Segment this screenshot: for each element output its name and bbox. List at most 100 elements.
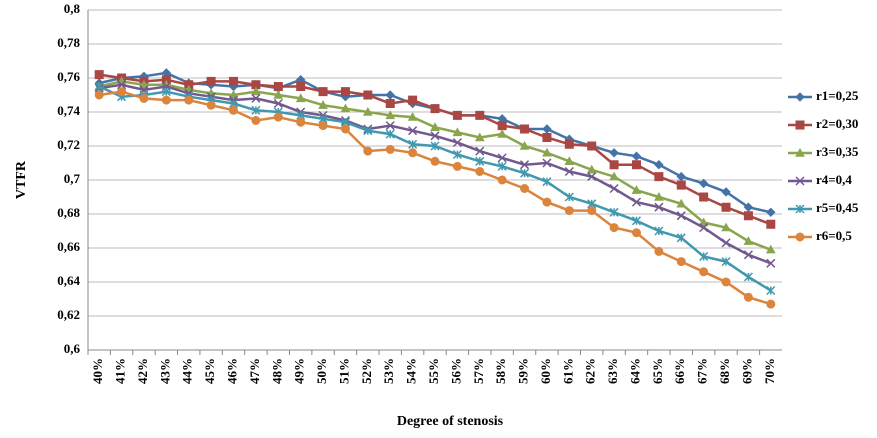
data-point (385, 90, 395, 100)
x-tick-label: 51% (336, 358, 351, 384)
data-point (654, 246, 664, 256)
data-point (475, 167, 485, 176)
data-point (340, 103, 351, 113)
data-point (520, 168, 530, 178)
data-point (385, 110, 396, 120)
data-point (743, 292, 753, 302)
data-point (766, 285, 776, 296)
data-point (587, 172, 597, 182)
data-point (452, 138, 462, 148)
data-point (721, 257, 731, 267)
data-point (273, 112, 283, 122)
data-point (699, 192, 709, 202)
data-point (408, 95, 418, 105)
data-point (654, 226, 664, 236)
data-point (251, 105, 261, 115)
data-point (721, 277, 731, 287)
data-point (94, 81, 104, 92)
x-tick-label: 59% (516, 358, 531, 384)
data-point (340, 87, 350, 97)
x-tick-label: 62% (583, 358, 598, 384)
data-point (564, 156, 575, 165)
data-point (362, 106, 373, 116)
data-point (273, 82, 283, 91)
data-point (452, 110, 462, 120)
data-point (139, 79, 149, 89)
legend-label: r6=0,5 (816, 228, 852, 243)
x-tick-label: 65% (650, 358, 665, 384)
x-tick-label: 45% (202, 358, 217, 384)
x-tick-label: 66% (672, 358, 687, 384)
data-point (631, 197, 642, 207)
data-point (251, 80, 261, 90)
data-point (206, 100, 216, 110)
y-tick-label: 0,66 (57, 239, 80, 254)
x-tick-label: 68% (717, 358, 732, 384)
data-point (542, 147, 552, 157)
x-tick-label: 55% (426, 358, 441, 384)
data-point (609, 160, 619, 170)
data-point (609, 183, 619, 194)
data-point (542, 177, 552, 187)
data-point (654, 172, 664, 182)
data-point (721, 187, 731, 197)
data-point (654, 202, 664, 212)
x-tick-label: 40% (90, 358, 105, 384)
x-tick-label: 70% (762, 358, 777, 384)
data-point (184, 80, 194, 90)
data-point (609, 223, 619, 233)
legend-marker (795, 120, 805, 130)
legend-label: r2=0,30 (816, 116, 858, 131)
data-point (430, 131, 440, 141)
data-point (452, 161, 462, 171)
data-point (587, 141, 597, 151)
data-point (631, 151, 642, 161)
x-tick-label: 56% (448, 358, 463, 384)
data-point (542, 158, 552, 168)
data-point (430, 156, 440, 166)
data-point (497, 129, 508, 138)
x-tick-label: 67% (695, 358, 710, 384)
data-point (520, 160, 530, 170)
y-tick-label: 0,76 (57, 69, 80, 84)
x-tick-label: 63% (605, 358, 620, 384)
data-point (385, 144, 395, 154)
data-point (631, 160, 641, 170)
data-point (452, 127, 463, 137)
data-point (251, 86, 261, 96)
x-tick-label: 42% (135, 358, 150, 384)
data-point (676, 211, 686, 221)
data-point (564, 139, 574, 149)
x-tick-label: 53% (381, 358, 396, 384)
data-point (631, 216, 642, 226)
data-point (318, 87, 328, 97)
data-point (117, 80, 127, 90)
data-point (676, 180, 686, 190)
x-tick-label: 69% (739, 358, 754, 384)
data-point (318, 121, 328, 131)
x-tick-label: 48% (269, 358, 284, 384)
legend-marker (795, 147, 805, 157)
legend-marker (795, 204, 805, 214)
data-point (699, 223, 709, 233)
y-tick-label: 0,74 (57, 103, 80, 118)
data-point (520, 184, 530, 193)
data-point (721, 238, 731, 248)
data-point (631, 185, 642, 194)
data-point (743, 236, 754, 245)
data-point (654, 159, 664, 170)
data-point (766, 219, 776, 229)
data-point (296, 117, 306, 127)
data-point (474, 132, 485, 142)
x-tick-label: 60% (538, 358, 553, 384)
legend-marker (795, 176, 805, 186)
data-point (117, 87, 127, 97)
data-point (430, 141, 440, 151)
x-tick-label: 54% (404, 358, 419, 384)
data-point (766, 207, 776, 218)
data-point (766, 299, 776, 309)
x-tick-label: 58% (493, 358, 508, 384)
x-tick-label: 41% (113, 358, 128, 384)
data-point (385, 99, 395, 108)
